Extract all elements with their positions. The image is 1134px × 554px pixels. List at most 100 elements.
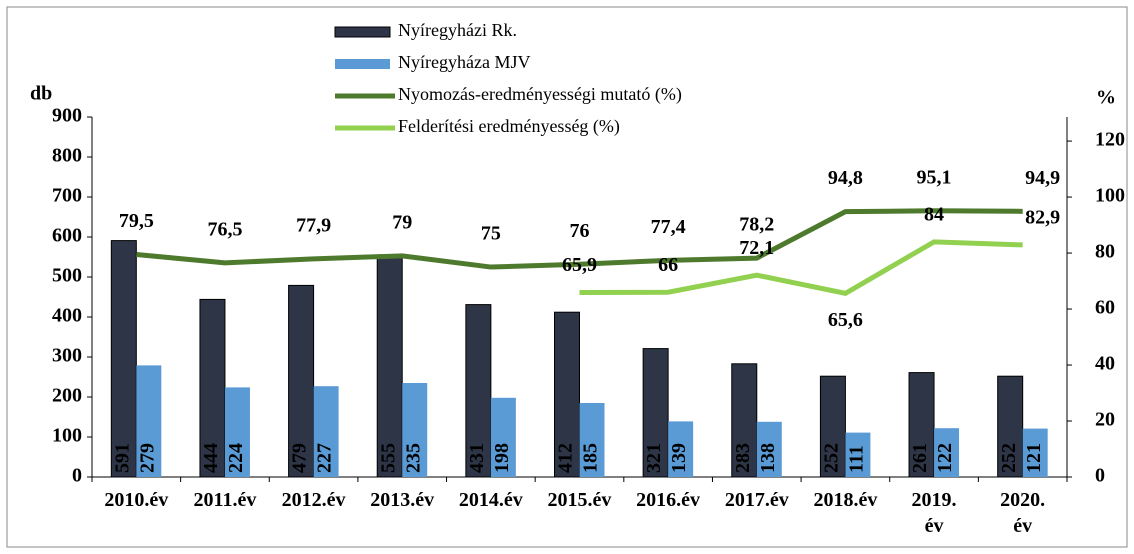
line-value-label: 77,9 [296,215,331,237]
line-value-label: 79 [392,211,412,233]
line-value-label: 94,8 [828,167,863,189]
line-value-label: 82,9 [1025,207,1060,229]
x-tick-label: 2016.év [636,489,701,511]
line-value-label: 79,5 [119,210,154,232]
bar [756,421,782,477]
legend-label: Felderítési eredményesség (%) [398,116,620,137]
y2-tick-label: 80 [1095,241,1115,263]
y-axis-label: db [30,83,52,105]
line-series [136,208,1023,270]
line-value-label: 94,9 [1025,167,1060,189]
line-value-label: 65,9 [562,254,597,276]
bar [845,432,871,477]
y2-tick-label: 120 [1095,129,1125,151]
y-tick-label: 700 [52,185,82,207]
bar-value-label: 321 [643,443,665,473]
x-tick-label: 2020. év [1000,489,1046,537]
bar-value-label: 279 [136,443,158,473]
bar [934,428,960,477]
y-tick-label: 800 [52,145,82,167]
bar-value-label: 198 [491,443,513,473]
x-tick-label-box: 2012.év [281,489,346,511]
bar-value-label: 138 [757,443,779,473]
bar-value-label: 235 [402,443,424,473]
line-value-label: 76 [570,220,590,242]
y2-tick-label: 0 [1095,465,1105,487]
bar [579,403,605,477]
x-tick-label-box: 2017.év [724,489,789,511]
line-value-label: 76,5 [207,218,242,240]
bar-value-label: 185 [580,443,602,473]
y-tick-label: 200 [52,385,82,407]
bar-value-label: 555 [377,443,399,473]
x-tick-label: 2012.év [281,489,346,511]
x-tick-label: 2010.év [104,489,169,511]
bar [554,311,580,478]
line-value-label: 75 [481,223,501,245]
chart-border [6,6,1128,548]
bar [110,240,137,478]
bar-value-label: 224 [225,443,247,473]
line-value-label: 65,6 [828,309,863,331]
bar-value-label: 111 [846,445,868,473]
legend-swatch [335,59,390,69]
x-tick-label-box: 2020. év [1000,489,1046,537]
bar [731,363,758,478]
x-tick-label-box: 2010.év [104,489,169,511]
bar [819,375,846,478]
legend-label: Nyomozás-eredményességi mutató (%) [398,84,682,105]
y-tick-label: 0 [72,465,82,487]
bar-value-label: 431 [466,443,488,473]
bar [402,383,428,477]
bar [313,386,339,477]
line-value-label: 66 [658,254,678,276]
line-value-label: 78,2 [739,214,774,236]
bar-value-label: 261 [909,443,931,473]
bar-value-label: 122 [934,443,956,473]
bar [908,372,935,478]
line-series [579,239,1023,297]
y2-axis-label: % [1096,87,1116,109]
legend-label: Nyíregyháza MJV [398,52,530,72]
legend-label: Nyíregyházi Rk. [398,20,517,40]
bar-value-label: 121 [1023,443,1045,473]
bar-value-label: 139 [668,443,690,473]
bar [668,421,694,477]
x-tick-label: 2018.év [813,489,878,511]
bar-value-label: 252 [821,443,843,473]
y2-tick-label: 100 [1095,185,1125,207]
x-tick-label: 2011.év [193,489,257,511]
y-tick-label: 300 [52,345,82,367]
bar-value-label: 283 [732,443,754,473]
bar [1022,428,1048,477]
x-tick-label: 2014.év [458,489,523,511]
x-tick-label-box: 2015.év [547,489,612,511]
x-tick-label-box: 2011.év [193,489,257,511]
line-value-label: 84 [924,203,944,225]
x-tick-label-box: 2013.év [370,489,435,511]
bar-value-label: 479 [289,443,311,473]
legend-swatch [334,26,391,38]
bar [997,375,1024,478]
x-tick-label: 2013.év [370,489,435,511]
x-tick-label: 2015.év [547,489,612,511]
y2-tick-label: 20 [1095,409,1115,431]
y-tick-label: 500 [52,265,82,287]
x-tick-label: 2019. év [911,489,957,537]
y2-tick-label: 40 [1095,353,1115,375]
bar [490,397,516,477]
line-value-label: 77,4 [651,216,686,238]
bar-value-label: 227 [314,443,336,473]
y-tick-label: 400 [52,305,82,327]
y-tick-label: 600 [52,225,82,247]
x-tick-label: 2017.év [724,489,789,511]
x-tick-label-box: 2016.év [636,489,701,511]
bar [288,284,315,478]
line-value-label: 72,1 [739,237,774,259]
y2-tick-label: 60 [1095,297,1115,319]
x-tick-label-box: 2018.év [813,489,878,511]
bar-value-label: 444 [200,443,222,473]
bar [224,387,250,477]
x-tick-label-box: 2019. év [911,489,957,537]
